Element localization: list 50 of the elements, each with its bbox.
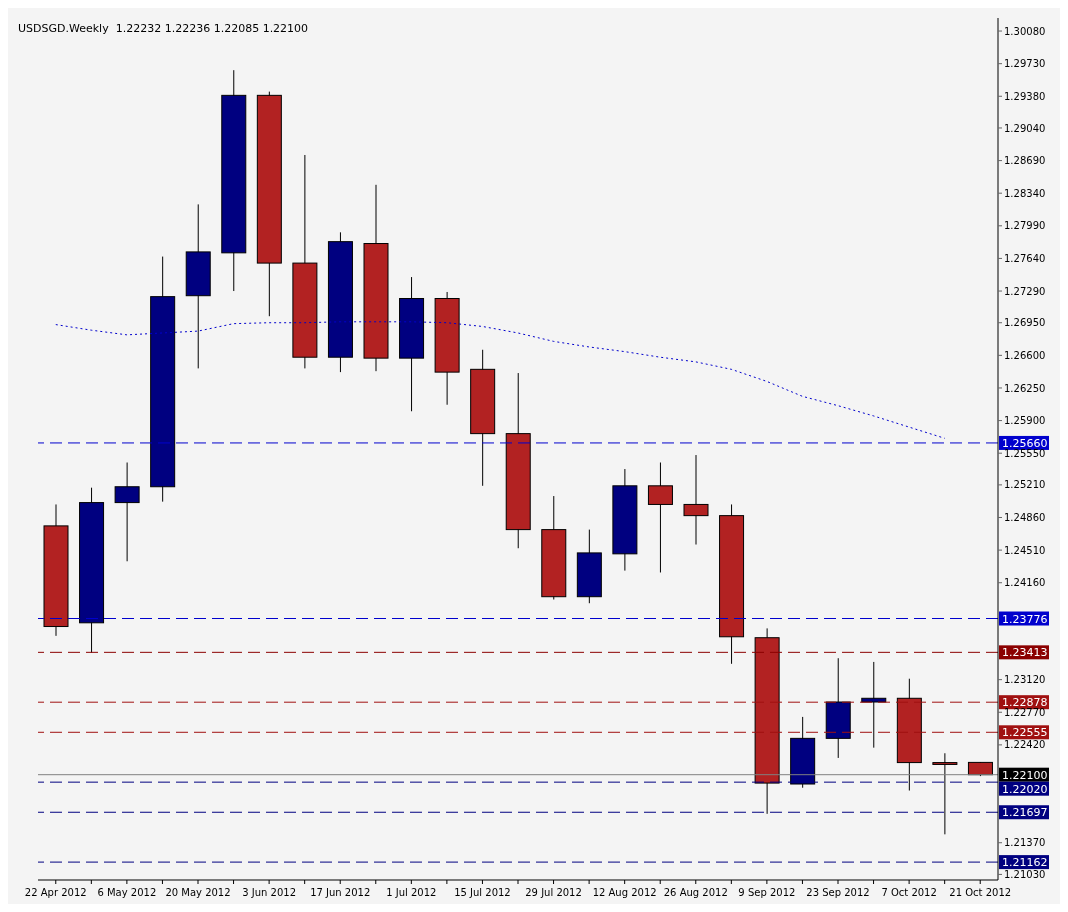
y-tick-label: 1.24160 [1004,577,1046,589]
x-tick-label: 12 Aug 2012 [592,887,657,898]
candlestick [861,661,887,749]
x-tick-label: 6 May 2012 [97,887,157,898]
y-tick-label: 1.30080 [1004,25,1046,37]
x-tick-label: 9 Sep 2012 [738,887,796,898]
candlestick [647,462,673,573]
y-tick-label: 1.29380 [1004,90,1046,102]
candlestick [683,454,709,546]
x-tick-label: 22 Apr 2012 [24,887,87,898]
x-tick-label: 7 Oct 2012 [881,887,937,898]
y-tick-label: 1.26950 [1004,317,1046,329]
x-tick-label: 20 May 2012 [165,887,231,898]
y-tick-label: 1.25550 [1004,447,1046,459]
x-tick-label: 26 Aug 2012 [663,887,728,898]
y-tick-label: 1.29040 [1004,122,1046,134]
x-tick-label: 17 Jun 2012 [310,887,371,898]
ref-line-label: 1.23413 [1002,646,1048,660]
x-tick-label: 3 Jun 2012 [242,887,297,898]
ref-line-label: 1.21162 [1002,856,1048,870]
y-tick-label: 1.29730 [1004,58,1046,70]
ref-line-label: 1.21697 [1002,806,1048,820]
y-tick-label: 1.24860 [1004,512,1046,524]
x-tick-label: 23 Sep 2012 [806,887,870,898]
x-tick-label: 1 Jul 2012 [386,887,437,898]
y-tick-label: 1.28690 [1004,155,1046,167]
y-tick-label: 1.28340 [1004,187,1046,199]
ref-line-label: 1.22555 [1002,726,1048,740]
x-tick-label: 21 Oct 2012 [949,887,1012,898]
y-tick-label: 1.27990 [1004,220,1046,232]
y-tick-label: 1.25210 [1004,479,1046,491]
ref-line-label: 1.23776 [1002,612,1048,626]
y-tick-label: 1.27640 [1004,252,1046,264]
y-tick-label: 1.26600 [1004,349,1046,361]
line-series [55,321,946,439]
ref-line-label: 1.25660 [1002,436,1048,450]
candlestick [932,752,958,835]
ref-line-label: 1.22020 [1002,782,1048,796]
y-tick-label: 1.21370 [1004,837,1046,849]
y-tick-label: 1.24510 [1004,544,1046,556]
y-tick-label: 1.26250 [1004,382,1046,394]
ref-line-label: 1.22100 [1002,768,1048,782]
y-tick-label: 1.23120 [1004,674,1046,686]
y-tick-label: 1.27290 [1004,285,1046,297]
y-tick-label: 1.21030 [1004,868,1046,880]
x-tick-label: 29 Jul 2012 [525,887,582,898]
y-tick-label: 1.25900 [1004,415,1046,427]
chart-title: USDSGD.Weekly 1.22232 1.22236 1.22085 1.22100 [18,22,309,35]
y-tick-label: 1.22420 [1004,739,1046,751]
x-tick-label: 15 Jul 2012 [454,887,511,898]
